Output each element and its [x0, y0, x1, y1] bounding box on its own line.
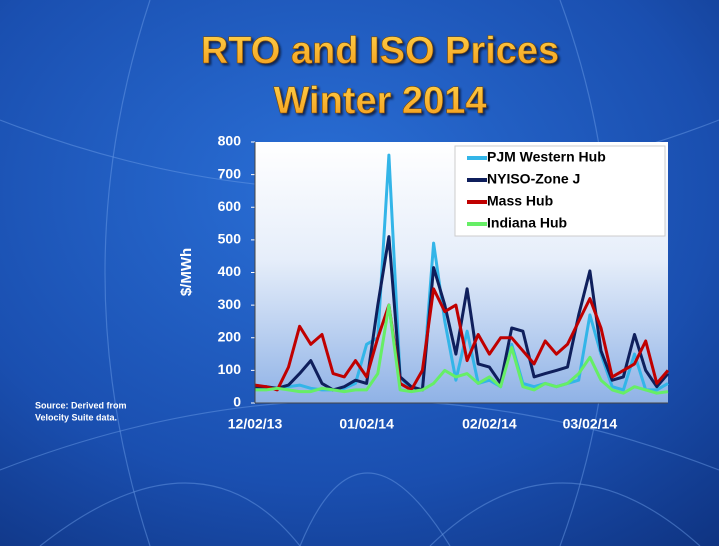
y-tick-label: 600 — [218, 198, 242, 214]
series-line — [254, 287, 670, 392]
x-tick-label: 12/02/13 — [228, 416, 283, 432]
legend-label: Mass Hub — [487, 193, 553, 209]
x-tick-label: 03/02/14 — [563, 416, 618, 432]
y-tick-label: 0 — [233, 394, 241, 410]
y-tick-label: 400 — [218, 263, 242, 279]
y-tick-label: 200 — [218, 328, 242, 344]
x-tick-label: 01/02/14 — [339, 416, 394, 432]
legend: PJM Western Hub NYISO-Zone J Mass Hub India… — [454, 145, 666, 237]
y-tick-label: 700 — [218, 165, 242, 181]
legend-label: Indiana Hub — [487, 215, 567, 231]
source-note: Velocity Suite data. — [35, 412, 117, 422]
legend-label: PJM Western Hub — [487, 149, 606, 165]
y-tick-label: 500 — [218, 231, 242, 247]
legend-label: NYISO-Zone J — [487, 171, 580, 187]
legend-box — [454, 145, 666, 237]
source-note: Source: Derived from — [35, 400, 127, 410]
series-line — [255, 235, 670, 392]
y-tick-label: 800 — [218, 133, 242, 149]
y-axis-title: $/MWh — [178, 248, 195, 296]
x-tick-label: 02/02/14 — [462, 416, 517, 432]
y-tick-label: 100 — [218, 361, 242, 377]
chart-title: RTO and ISO Prices — [201, 30, 559, 72]
y-tick-label: 300 — [218, 296, 242, 312]
series-line — [255, 303, 669, 395]
chart-subtitle: Winter 2014 — [274, 80, 487, 122]
